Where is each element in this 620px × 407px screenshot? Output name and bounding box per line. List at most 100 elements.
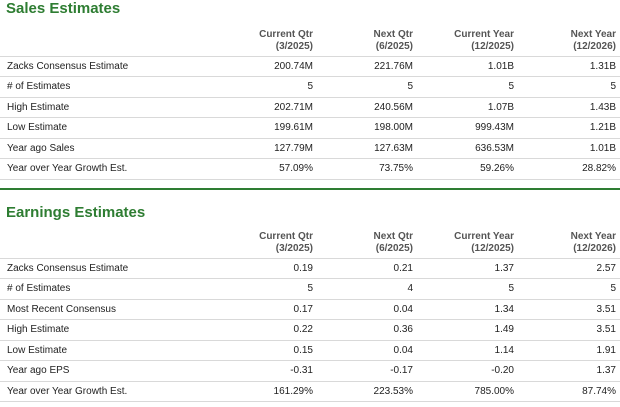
row-label: High Estimate bbox=[0, 97, 200, 118]
row-label: Low Estimate bbox=[0, 117, 200, 139]
table-row: Low Estimate 199.61M 198.00M 999.43M 1.2… bbox=[0, 117, 620, 139]
cell-value: 199.61M bbox=[200, 117, 317, 139]
header-date: (12/2026) bbox=[573, 242, 616, 254]
row-label: Zacks Consensus Estimate bbox=[0, 258, 200, 279]
cell-value: -0.20 bbox=[417, 360, 518, 382]
row-label: # of Estimates bbox=[0, 278, 200, 300]
table-row: Year over Year Growth Est. 57.09% 73.75%… bbox=[0, 158, 620, 180]
cell-value: 5 bbox=[317, 76, 417, 98]
cell-value: 4 bbox=[317, 278, 417, 300]
cell-value: 1.43B bbox=[518, 97, 620, 118]
sales-estimates-title: Sales Estimates bbox=[6, 0, 121, 17]
row-label: Low Estimate bbox=[0, 340, 200, 361]
cell-value: 0.04 bbox=[317, 340, 417, 361]
header-date: (3/2025) bbox=[275, 242, 313, 254]
cell-value: 221.76M bbox=[317, 56, 417, 77]
table-row: Most Recent Consensus 0.17 0.04 1.34 3.5… bbox=[0, 299, 620, 320]
cell-value: 1.34 bbox=[417, 299, 518, 320]
cell-value: 1.37 bbox=[417, 258, 518, 279]
row-label: High Estimate bbox=[0, 319, 200, 341]
cell-value: -0.17 bbox=[317, 360, 417, 382]
header-period: Next Qtr bbox=[373, 28, 413, 40]
earnings-header-next-year: Next Year (12/2026) bbox=[518, 228, 620, 259]
cell-value: 59.26% bbox=[417, 158, 518, 180]
cell-value: 5 bbox=[200, 278, 317, 300]
header-date: (12/2026) bbox=[573, 40, 616, 52]
row-label: Zacks Consensus Estimate bbox=[0, 56, 200, 77]
cell-value: 5 bbox=[417, 278, 518, 300]
cell-value: 198.00M bbox=[317, 117, 417, 139]
row-label: Year over Year Growth Est. bbox=[0, 158, 200, 180]
sales-header-row: Current Qtr (3/2025) Next Qtr (6/2025) Cur… bbox=[0, 26, 620, 57]
section-divider bbox=[0, 188, 620, 190]
cell-value: 240.56M bbox=[317, 97, 417, 118]
row-label: Most Recent Consensus bbox=[0, 299, 200, 320]
cell-value: 57.09% bbox=[200, 158, 317, 180]
sales-header-current-qtr: Current Qtr (3/2025) bbox=[200, 26, 317, 57]
row-label: Year ago EPS bbox=[0, 360, 200, 382]
table-row: Year ago EPS -0.31 -0.17 -0.20 1.37 bbox=[0, 360, 620, 382]
cell-value: 0.36 bbox=[317, 319, 417, 341]
cell-value: 1.21B bbox=[518, 117, 620, 139]
cell-value: 73.75% bbox=[317, 158, 417, 180]
row-label: Year over Year Growth Est. bbox=[0, 381, 200, 402]
cell-value: 1.01B bbox=[518, 138, 620, 159]
earnings-estimates-table: Current Qtr (3/2025) Next Qtr (6/2025) Cur… bbox=[0, 228, 620, 402]
table-row: High Estimate 202.71M 240.56M 1.07B 1.43… bbox=[0, 97, 620, 118]
header-date: (6/2025) bbox=[375, 40, 413, 52]
row-label: Year ago Sales bbox=[0, 138, 200, 159]
cell-value: 1.07B bbox=[417, 97, 518, 118]
cell-value: 0.22 bbox=[200, 319, 317, 341]
cell-value: 636.53M bbox=[417, 138, 518, 159]
header-period: Current Qtr bbox=[259, 230, 313, 242]
cell-value: 0.21 bbox=[317, 258, 417, 279]
cell-value: -0.31 bbox=[200, 360, 317, 382]
header-period: Next Year bbox=[570, 230, 616, 242]
earnings-header-empty bbox=[0, 228, 200, 259]
sales-estimates-table: Current Qtr (3/2025) Next Qtr (6/2025) Cur… bbox=[0, 26, 620, 180]
cell-value: 5 bbox=[417, 76, 518, 98]
cell-value: 2.57 bbox=[518, 258, 620, 279]
table-row: Zacks Consensus Estimate 0.19 0.21 1.37 … bbox=[0, 258, 620, 279]
table-row: High Estimate 0.22 0.36 1.49 3.51 bbox=[0, 319, 620, 341]
earnings-header-row: Current Qtr (3/2025) Next Qtr (6/2025) Cur… bbox=[0, 228, 620, 259]
header-period: Current Qtr bbox=[259, 28, 313, 40]
cell-value: 200.74M bbox=[200, 56, 317, 77]
table-row: Zacks Consensus Estimate 200.74M 221.76M… bbox=[0, 56, 620, 77]
earnings-header-next-qtr: Next Qtr (6/2025) bbox=[317, 228, 417, 259]
table-row: Low Estimate 0.15 0.04 1.14 1.91 bbox=[0, 340, 620, 361]
header-period: Next Year bbox=[570, 28, 616, 40]
earnings-estimates-title: Earnings Estimates bbox=[6, 204, 146, 221]
cell-value: 28.82% bbox=[518, 158, 620, 180]
header-date: (6/2025) bbox=[375, 242, 413, 254]
cell-value: 785.00% bbox=[417, 381, 518, 402]
table-row: Year ago Sales 127.79M 127.63M 636.53M 1… bbox=[0, 138, 620, 159]
cell-value: 0.17 bbox=[200, 299, 317, 320]
row-label: # of Estimates bbox=[0, 76, 200, 98]
header-date: (12/2025) bbox=[471, 40, 514, 52]
cell-value: 1.01B bbox=[417, 56, 518, 77]
sales-header-empty bbox=[0, 26, 200, 57]
cell-value: 0.19 bbox=[200, 258, 317, 279]
sales-header-next-qtr: Next Qtr (6/2025) bbox=[317, 26, 417, 57]
header-date: (3/2025) bbox=[275, 40, 313, 52]
cell-value: 1.91 bbox=[518, 340, 620, 361]
cell-value: 0.15 bbox=[200, 340, 317, 361]
header-period: Current Year bbox=[454, 230, 514, 242]
cell-value: 87.74% bbox=[518, 381, 620, 402]
cell-value: 1.49 bbox=[417, 319, 518, 341]
earnings-header-current-qtr: Current Qtr (3/2025) bbox=[200, 228, 317, 259]
cell-value: 127.79M bbox=[200, 138, 317, 159]
header-period: Current Year bbox=[454, 28, 514, 40]
cell-value: 223.53% bbox=[317, 381, 417, 402]
earnings-header-current-year: Current Year (12/2025) bbox=[417, 228, 518, 259]
header-date: (12/2025) bbox=[471, 242, 514, 254]
cell-value: 999.43M bbox=[417, 117, 518, 139]
table-row: # of Estimates 5 5 5 5 bbox=[0, 76, 620, 98]
cell-value: 5 bbox=[518, 76, 620, 98]
cell-value: 202.71M bbox=[200, 97, 317, 118]
table-row: # of Estimates 5 4 5 5 bbox=[0, 278, 620, 300]
table-row: Year over Year Growth Est. 161.29% 223.5… bbox=[0, 381, 620, 402]
cell-value: 3.51 bbox=[518, 319, 620, 341]
cell-value: 161.29% bbox=[200, 381, 317, 402]
